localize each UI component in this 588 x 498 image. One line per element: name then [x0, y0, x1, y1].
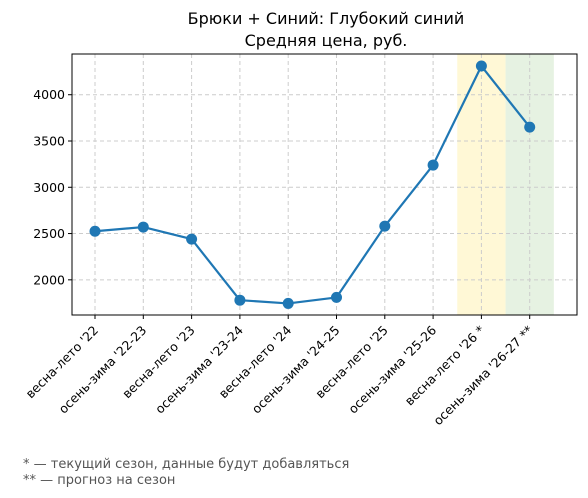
highlight-band-forecast — [505, 54, 554, 315]
data-point — [282, 297, 294, 309]
footnote-current: * — текущий сезон, данные будут добавлят… — [23, 457, 350, 472]
series-line — [94, 64, 531, 305]
highlight-band-current — [457, 54, 506, 315]
data-point — [524, 121, 536, 133]
data-point — [331, 291, 342, 303]
grid-lines — [72, 54, 577, 315]
data-point — [137, 221, 149, 233]
data-point — [234, 294, 246, 306]
y-tick-label: 3000 — [33, 180, 65, 195]
x-tick-label: осень-зима '26-27 ** — [430, 323, 536, 429]
y-tick-label: 2500 — [33, 226, 65, 241]
data-points — [89, 60, 536, 309]
series-line-path — [94, 64, 531, 305]
x-tick-label: осень-зима '23-24 — [152, 322, 246, 416]
highlight-bands — [457, 54, 554, 315]
data-point — [379, 220, 391, 232]
data-point — [427, 159, 439, 171]
y-tick-label: 3500 — [33, 134, 65, 149]
y-tick-label: 2000 — [33, 272, 65, 287]
y-tick-label: 4000 — [33, 87, 65, 102]
chart-subtitle: Средняя цена, руб. — [245, 31, 408, 50]
x-tick-label: осень-зима '24-25 — [249, 323, 343, 417]
data-point — [475, 60, 487, 72]
data-point — [186, 233, 198, 245]
x-tick-label: осень-зима '22-23 — [55, 323, 149, 417]
chart-title: Брюки + Синий: Глубокий синий — [188, 9, 465, 28]
axes-frame — [71, 53, 578, 316]
x-tick-label: осень-зима '25-26 — [345, 322, 439, 416]
footnote-forecast: ** — прогноз на сезон — [23, 473, 176, 488]
data-point — [89, 225, 101, 237]
